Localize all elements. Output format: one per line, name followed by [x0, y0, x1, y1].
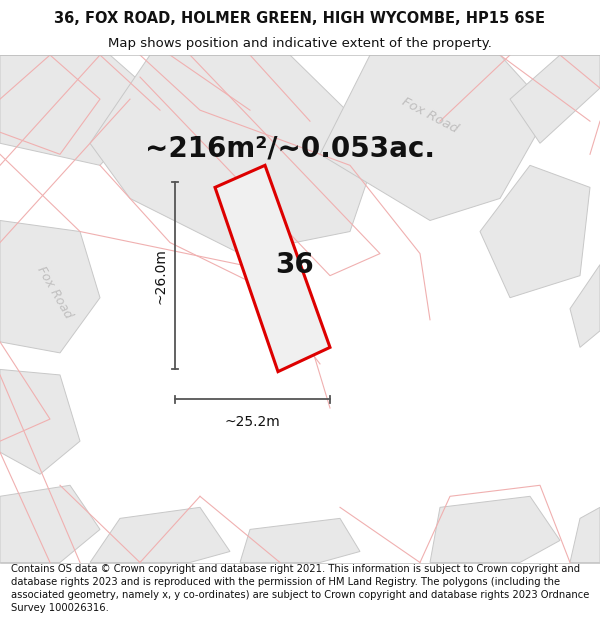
Polygon shape [0, 369, 80, 474]
Text: 36: 36 [275, 251, 314, 279]
Text: ~216m²/~0.053ac.: ~216m²/~0.053ac. [145, 135, 435, 162]
Text: 36, FOX ROAD, HOLMER GREEN, HIGH WYCOMBE, HP15 6SE: 36, FOX ROAD, HOLMER GREEN, HIGH WYCOMBE… [55, 11, 545, 26]
Text: Map shows position and indicative extent of the property.: Map shows position and indicative extent… [108, 38, 492, 51]
Text: ~26.0m: ~26.0m [153, 248, 167, 304]
Polygon shape [570, 264, 600, 348]
Polygon shape [215, 166, 330, 372]
Text: Fox Road: Fox Road [35, 264, 75, 321]
Polygon shape [0, 55, 160, 166]
Polygon shape [510, 55, 600, 143]
Text: Fox Road: Fox Road [400, 96, 460, 136]
Polygon shape [430, 496, 560, 562]
Text: Contains OS data © Crown copyright and database right 2021. This information is : Contains OS data © Crown copyright and d… [11, 564, 589, 613]
Polygon shape [570, 508, 600, 562]
Polygon shape [320, 55, 550, 221]
Polygon shape [90, 508, 230, 562]
Polygon shape [240, 518, 360, 562]
Polygon shape [0, 485, 100, 562]
Polygon shape [0, 221, 100, 353]
Polygon shape [480, 166, 590, 298]
Text: ~25.2m: ~25.2m [224, 414, 280, 429]
Polygon shape [90, 55, 380, 254]
